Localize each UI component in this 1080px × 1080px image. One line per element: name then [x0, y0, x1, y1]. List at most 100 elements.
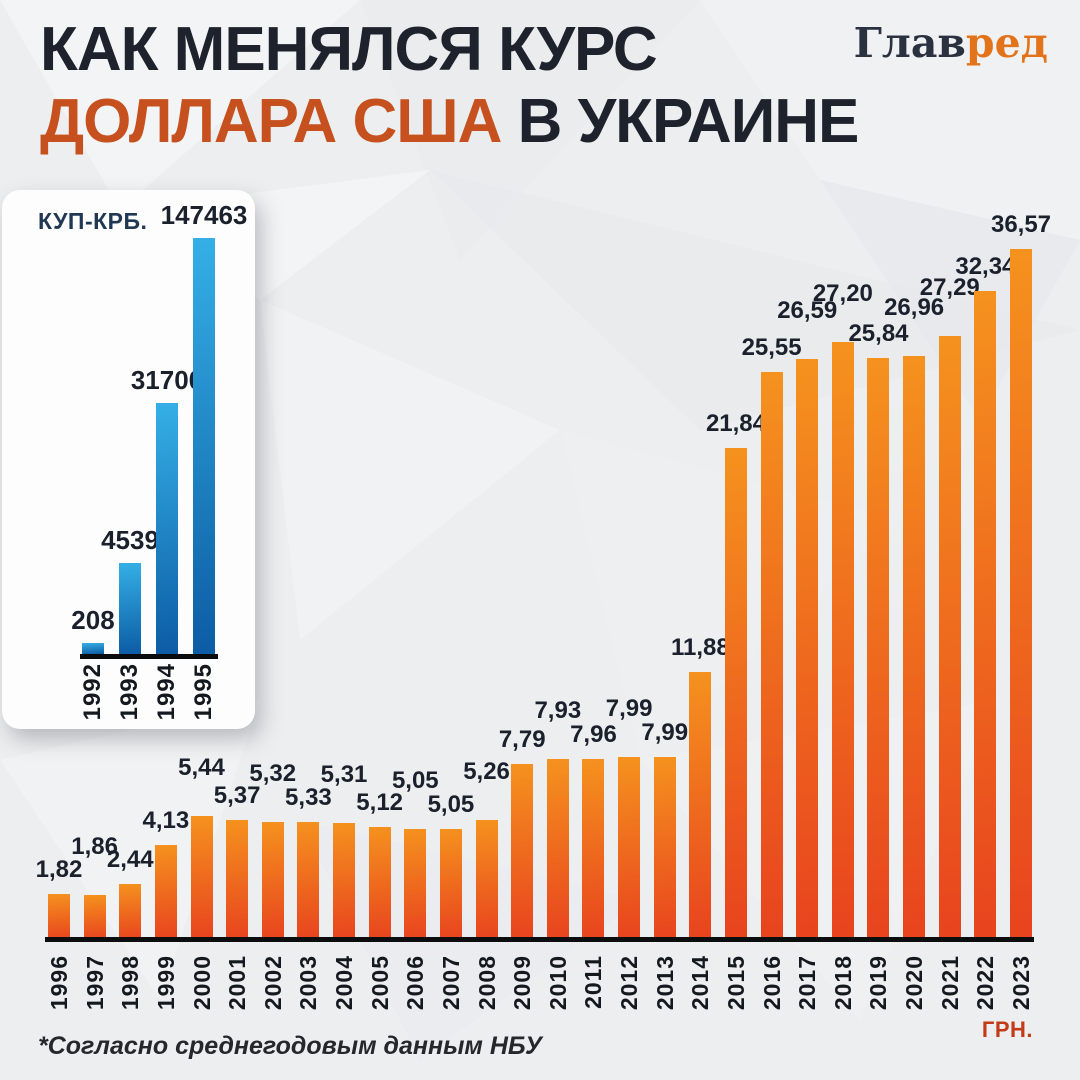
bar-value-label-2017: 26,59	[777, 297, 838, 324]
x-axis-label-1996: 1996	[46, 955, 72, 1011]
bar-2002	[261, 822, 284, 940]
bar-2000	[190, 816, 213, 940]
bar-value-label-2000: 5,44	[178, 754, 225, 781]
x-axis-label-2016: 2016	[758, 955, 785, 1011]
bar-1993	[119, 563, 141, 654]
brand-logo-glav: Глав	[853, 19, 966, 67]
bar-value-label-1999: 4,13	[142, 807, 190, 834]
bar-2014	[689, 672, 712, 940]
bar-value-label-2014: 11,88	[670, 634, 730, 661]
bar-1999	[154, 845, 177, 940]
bar-2008	[475, 820, 498, 940]
brand-logo: Главред	[854, 20, 1048, 66]
x-axis-label-2006: 2006	[402, 955, 429, 1011]
bar-value-label-2008: 5,26	[463, 758, 510, 785]
bar-value-label-2001: 5,37	[213, 782, 261, 809]
title-line1: КАК МЕНЯЛСЯ КУРС	[40, 15, 658, 84]
x-axis-label-2020: 2020	[901, 955, 928, 1011]
bar-value-label-2002: 5,32	[249, 760, 297, 787]
x-axis-label-1992: 1992	[79, 663, 106, 721]
bar-2005	[368, 827, 391, 940]
x-axis-label-1993: 1993	[116, 663, 143, 721]
bar-2004	[333, 823, 356, 940]
inset-chart-card: КУП-КРБ. 208 1992 4539 1993 31700 1994 147463 1…	[2, 190, 255, 729]
bar-value-label-2003: 5,33	[285, 784, 332, 811]
bar-1992	[82, 643, 104, 654]
bar-1994	[156, 403, 178, 654]
bar-2010	[546, 759, 569, 940]
bar-value-label-2012: 7,99	[605, 695, 653, 722]
title-line2-rest: В УКРАИНЕ	[501, 87, 860, 156]
source-footnote: *Согласно среднегодовым данным НБУ	[38, 1032, 542, 1060]
x-axis-label-2015: 2015	[722, 955, 749, 1011]
x-axis-label-2011: 2011	[580, 955, 607, 1009]
bar-value-label-1994: 31700	[130, 365, 204, 395]
x-axis-label-2023: 2023	[1008, 955, 1034, 1011]
x-axis-label-2022: 2022	[972, 955, 999, 1011]
x-axis-label-2005: 2005	[366, 955, 393, 1011]
bar-value-label-2016: 25,55	[741, 334, 802, 361]
bar-2013	[653, 757, 676, 940]
x-axis-label-2013: 2013	[651, 955, 678, 1011]
bar-2015	[724, 448, 747, 940]
x-axis-label-2014: 2014	[687, 955, 714, 1011]
bar-2017	[796, 359, 819, 940]
bar-value-label-2022: 32,34	[955, 253, 1016, 280]
x-axis-label-2012: 2012	[616, 955, 643, 1011]
main-chart-baseline	[45, 937, 1034, 942]
x-axis-label-2003: 2003	[295, 955, 322, 1011]
bar-value-label-2020: 26,96	[884, 294, 945, 321]
inset-chart: 208 1992 4539 1993 31700 1994 147463 1995	[2, 190, 255, 729]
bar-value-label-2013: 7,99	[641, 719, 689, 746]
bar-value-label-2023: 36,57	[990, 211, 1052, 238]
bar-2007	[439, 829, 462, 940]
bar-1996	[48, 894, 70, 940]
bar-value-label-1993: 4539	[101, 525, 159, 555]
bar-value-label-2019: 25,84	[848, 320, 909, 347]
x-axis-label-2000: 2000	[188, 955, 215, 1011]
x-axis-label-2002: 2002	[259, 955, 286, 1011]
bar-2023	[1010, 249, 1032, 940]
x-axis-label-2009: 2009	[509, 955, 536, 1011]
brand-logo-red: ред	[965, 19, 1048, 67]
bar-value-label-2004: 5,31	[320, 761, 368, 788]
bar-2003	[297, 822, 320, 940]
bar-2022	[974, 291, 997, 940]
currency-unit-label: ГРН.	[981, 1017, 1033, 1042]
bar-value-label-2005: 5,12	[356, 789, 404, 816]
x-axis-label-2007: 2007	[437, 955, 464, 1011]
bar-1995	[193, 238, 215, 654]
x-axis-label-2004: 2004	[331, 955, 358, 1011]
bar-2006	[404, 829, 427, 940]
x-axis-label-2001: 2001	[224, 955, 251, 1011]
bar-2001	[226, 820, 249, 940]
bar-2012	[618, 757, 641, 940]
bar-value-label-2009: 7,79	[498, 726, 546, 753]
x-axis-label-1999: 1999	[152, 955, 179, 1011]
x-axis-label-1994: 1994	[153, 663, 180, 721]
bar-value-label-2010: 7,93	[534, 697, 582, 724]
bar-2019	[867, 358, 890, 940]
x-axis-label-2019: 2019	[865, 955, 892, 1011]
bar-value-label-1998: 2,44	[106, 846, 154, 873]
inset-chart-baseline	[80, 654, 218, 659]
bar-value-label-2006: 5,05	[391, 767, 439, 794]
bar-value-label-1992: 208	[71, 605, 115, 635]
title-line2-accent: ДОЛЛАРА США	[40, 87, 502, 156]
bar-value-label-2018: 27,20	[812, 280, 873, 307]
bar-value-label-2007: 5,05	[427, 791, 475, 818]
bar-value-label-1995: 147463	[160, 200, 248, 230]
bar-2020	[903, 356, 926, 940]
bar-1998	[119, 884, 142, 940]
bar-2018	[831, 342, 854, 940]
x-axis-label-1997: 1997	[81, 955, 108, 1011]
x-axis-label-2008: 2008	[473, 955, 500, 1011]
x-axis-label-1995: 1995	[190, 663, 217, 721]
x-axis-label-2021: 2021	[936, 955, 963, 1011]
bar-2009	[511, 764, 534, 940]
bar-2021	[938, 336, 961, 940]
bar-value-label-1996: 1,82	[35, 856, 83, 883]
bar-value-label-1997: 1,86	[71, 833, 118, 860]
